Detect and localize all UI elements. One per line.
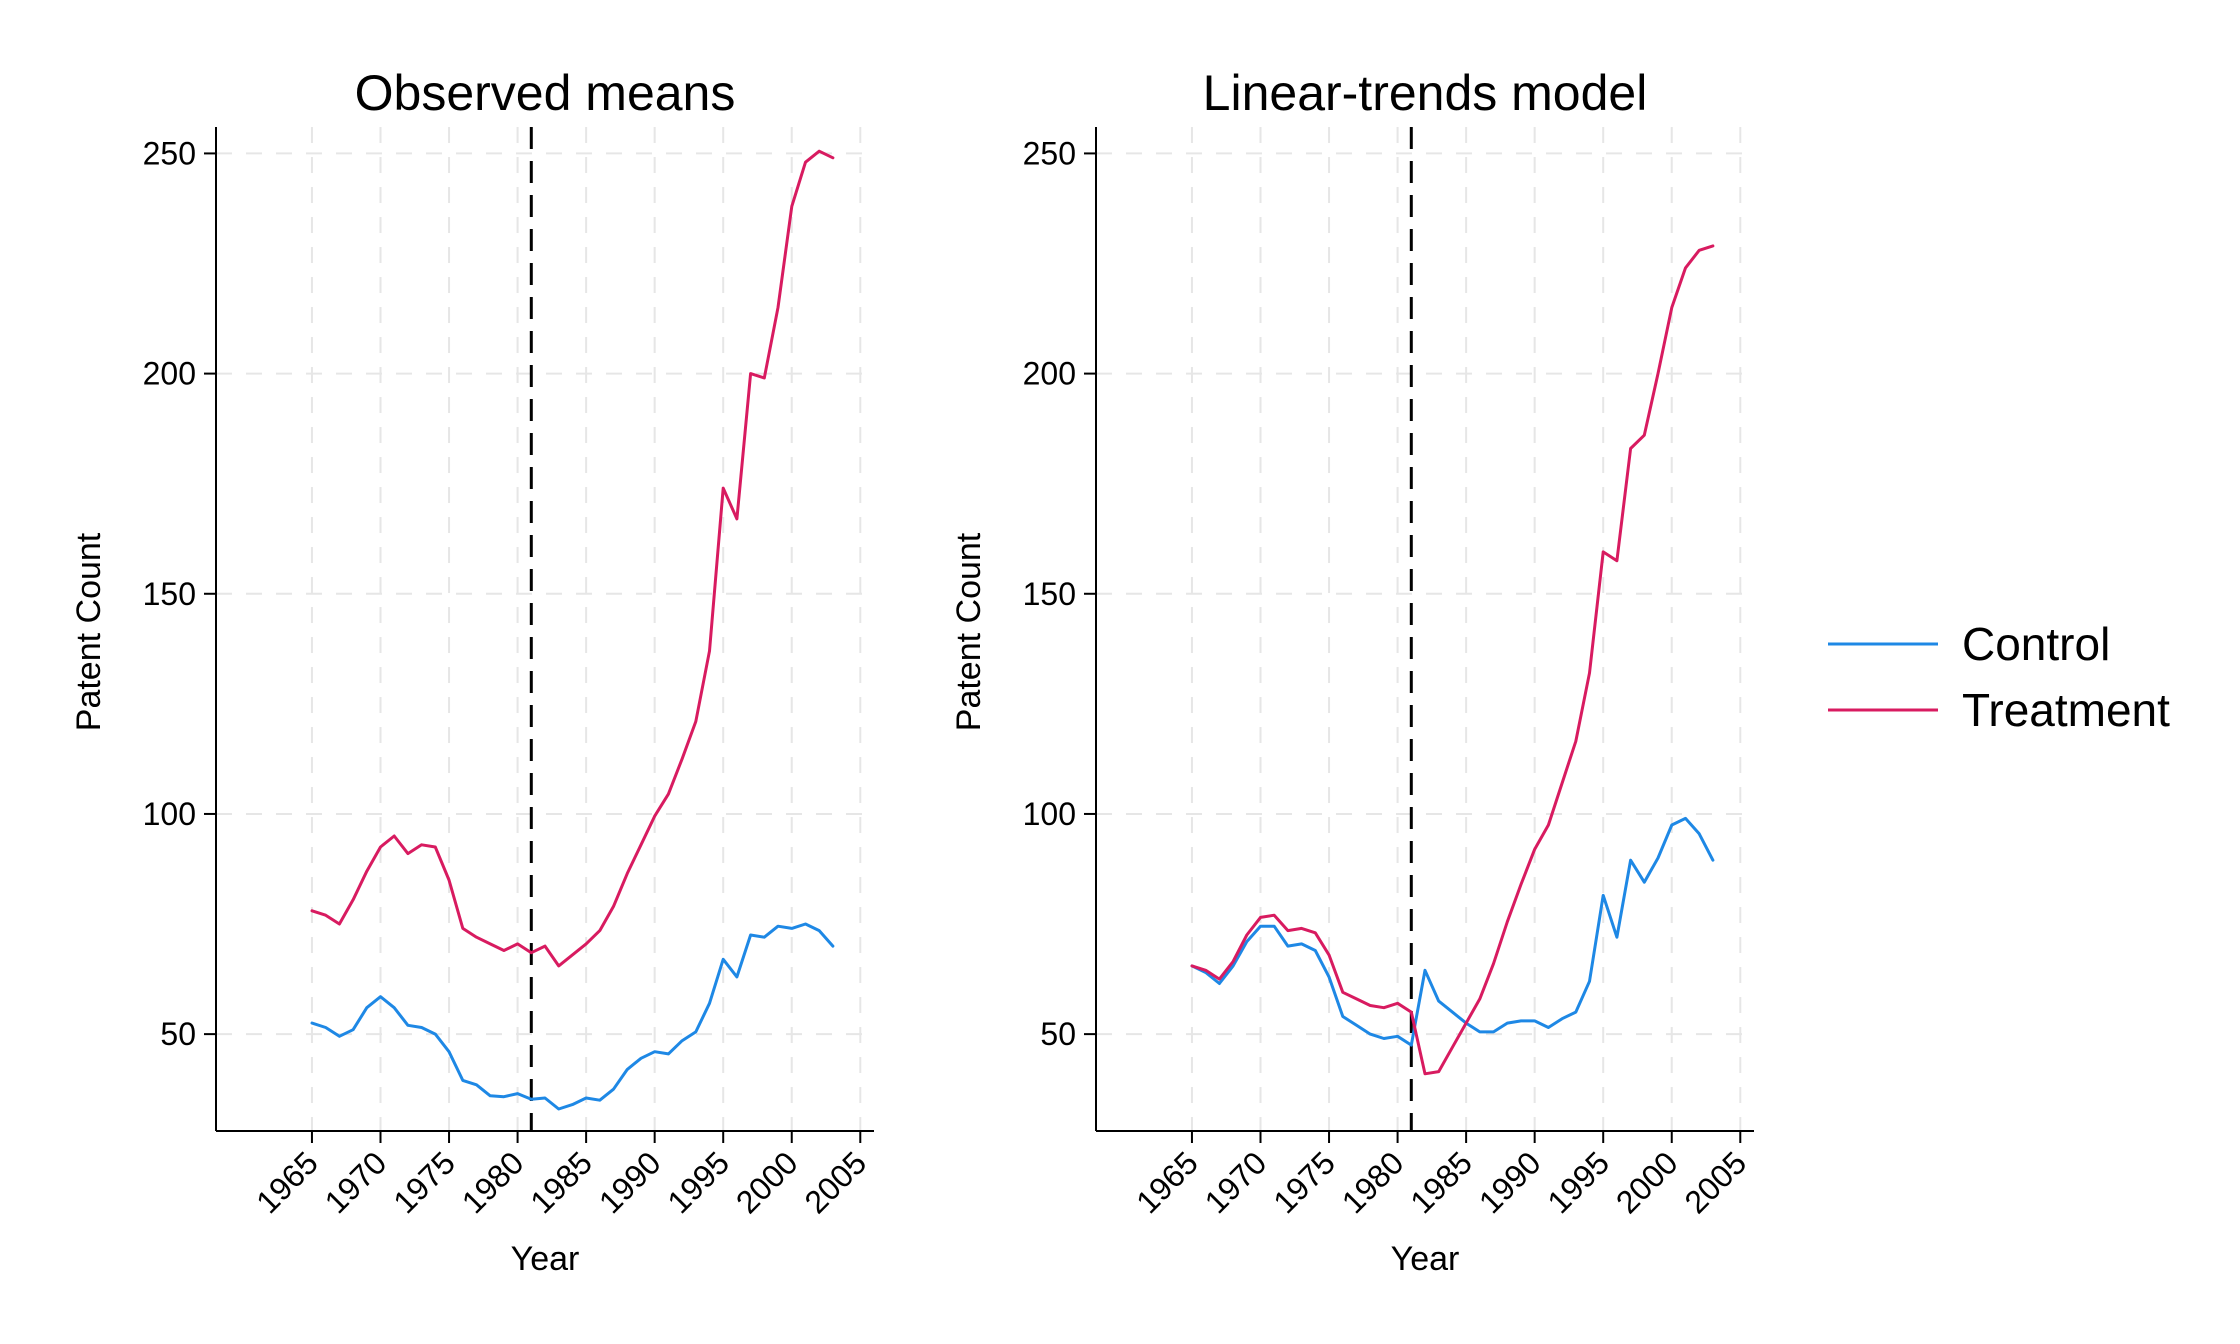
- x-axis-label: Year: [1391, 1240, 1460, 1278]
- legend-label-treatment: Treatment: [1962, 684, 2170, 736]
- x-tick-label: 1990: [592, 1144, 668, 1220]
- panel-observed-means: Observed means Patent Count Year 1965197…: [70, 65, 874, 1278]
- y-tick-label: 250: [143, 135, 196, 171]
- x-tick-label: 1985: [523, 1144, 599, 1220]
- y-tick-label: 200: [143, 356, 196, 392]
- y-tick-label: 50: [1040, 1016, 1076, 1052]
- y-tick-label: 250: [1023, 135, 1076, 171]
- chart-title: Linear-trends model: [1203, 65, 1648, 121]
- series-lines: [1190, 244, 1715, 1076]
- series-lines: [310, 149, 835, 1111]
- y-axis-label: Patent Count: [70, 532, 108, 731]
- y-tick-label: 150: [143, 576, 196, 612]
- series-line-control: [310, 922, 835, 1111]
- grid: [216, 127, 874, 1131]
- x-axis-label: Year: [511, 1240, 580, 1278]
- x-tick-label: 1970: [1198, 1144, 1274, 1220]
- x-tick-label: 1970: [318, 1144, 394, 1220]
- x-tick-label: 1965: [249, 1144, 325, 1220]
- y-tick-label: 100: [1023, 796, 1076, 832]
- panel-linear-trends-model: Linear-trends model Patent Count Year 19…: [950, 65, 1754, 1278]
- x-tick-label: 2005: [797, 1144, 873, 1220]
- x-tick-label: 1975: [1266, 1144, 1342, 1220]
- y-axis-label: Patent Count: [950, 532, 988, 731]
- x-tick-label: 2000: [729, 1144, 805, 1220]
- y-tick-label: 50: [160, 1016, 196, 1052]
- legend: Control Treatment: [1828, 618, 2170, 736]
- chart-title: Observed means: [355, 65, 736, 121]
- x-tick-label: 1980: [1335, 1144, 1411, 1220]
- x-tick-label: 1995: [660, 1144, 736, 1220]
- x-tick-label: 1965: [1129, 1144, 1205, 1220]
- x-tick-label: 2005: [1677, 1144, 1753, 1220]
- x-tick-label: 2000: [1609, 1144, 1685, 1220]
- grid: [1096, 127, 1754, 1131]
- y-tick-label: 150: [1023, 576, 1076, 612]
- series-line-treatment: [310, 149, 835, 968]
- x-tick-label: 1985: [1403, 1144, 1479, 1220]
- x-tick-label: 1975: [386, 1144, 462, 1220]
- x-tick-label: 1995: [1540, 1144, 1616, 1220]
- x-tick-label: 1980: [455, 1144, 531, 1220]
- x-tick-label: 1990: [1472, 1144, 1548, 1220]
- legend-label-control: Control: [1962, 618, 2110, 670]
- y-tick-label: 100: [143, 796, 196, 832]
- y-tick-label: 200: [1023, 356, 1076, 392]
- series-line-control: [1190, 816, 1715, 1047]
- series-line-treatment: [1190, 244, 1715, 1076]
